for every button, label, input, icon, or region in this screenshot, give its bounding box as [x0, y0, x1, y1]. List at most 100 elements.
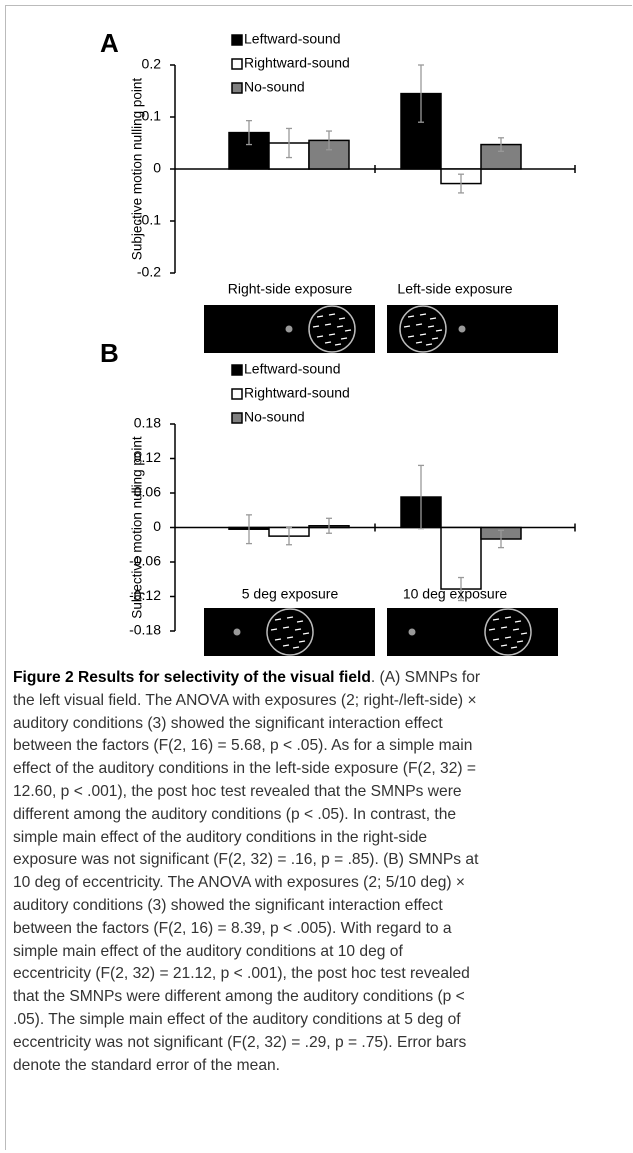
- error-bar: [458, 173, 464, 194]
- motion-arrow: [492, 618, 500, 621]
- legend-label: Leftward-sound: [244, 31, 341, 47]
- motion-arrow: [425, 343, 433, 346]
- caption-line: different among the auditory conditions …: [13, 805, 457, 823]
- caption-line: Figure 2 Results for selectivity of the …: [13, 667, 480, 690]
- motion-arrow: [316, 335, 324, 338]
- fixation-dot: [408, 628, 416, 636]
- motion-arrow: [520, 632, 528, 635]
- y-axis-label: Subjective motion nulling point: [130, 78, 145, 261]
- stimulus-panel: [387, 305, 558, 353]
- legend-swatch: [231, 58, 243, 70]
- legend-swatch: [231, 364, 243, 376]
- motion-arrow: [274, 638, 282, 641]
- x-category-label: Right-side exposure: [228, 281, 353, 297]
- caption-line: simple main effect of the auditory condi…: [13, 942, 403, 960]
- y-tick-label: -0.12: [129, 587, 161, 603]
- caption-line: effect of the auditory conditions in the…: [13, 760, 477, 778]
- y-tick-label: 0.2: [142, 56, 162, 72]
- legend-label: No-sound: [244, 409, 305, 425]
- motion-arrow: [286, 636, 294, 639]
- x-category-label: 5 deg exposure: [242, 586, 339, 602]
- motion-arrow: [504, 616, 512, 619]
- caption-line: eccentricity (F(2, 32) = 21.12, p < .001…: [13, 965, 470, 983]
- caption-text: . (A) SMNPs for: [370, 669, 481, 686]
- motion-arrow: [298, 640, 306, 643]
- legend-swatch: [231, 82, 243, 94]
- motion-arrow: [431, 337, 439, 340]
- motion-arrow: [403, 325, 411, 328]
- y-tick-label: 0.12: [134, 449, 161, 465]
- legend-swatch: [231, 34, 243, 46]
- legend-label: Rightward-sound: [244, 55, 350, 71]
- legend-swatch: [231, 412, 243, 424]
- motion-arrow: [296, 620, 304, 623]
- motion-arrow: [435, 329, 443, 332]
- motion-arrow: [500, 626, 508, 629]
- motion-arrow: [336, 325, 344, 328]
- stimulus-panel: [204, 608, 375, 656]
- motion-arrow: [415, 341, 423, 344]
- caption-line: .05). The simple main effect of the audi…: [13, 1010, 461, 1028]
- motion-arrow: [274, 618, 282, 621]
- motion-arrow: [510, 646, 518, 649]
- error-bar: [418, 64, 424, 123]
- y-tick-label: 0.18: [134, 415, 161, 431]
- motion-arrow: [514, 620, 522, 623]
- y-tick-label: -0.1: [137, 212, 161, 228]
- motion-arrow: [407, 335, 415, 338]
- panel-label: B: [100, 338, 119, 368]
- caption-title: Figure 2 Results for selectivity of the …: [13, 669, 371, 686]
- x-category-label: Left-side exposure: [397, 281, 512, 297]
- motion-arrow: [419, 333, 427, 336]
- motion-arrow: [488, 628, 496, 631]
- error-bar: [498, 137, 504, 152]
- caption-line: exposure was not significant (F(2, 32) =…: [13, 851, 479, 869]
- caption-line: denote the standard error of the mean.: [13, 1056, 280, 1074]
- error-bar: [286, 127, 292, 159]
- y-tick-label: -0.18: [129, 622, 161, 638]
- legend-swatch: [231, 388, 243, 400]
- motion-arrow: [334, 343, 342, 346]
- motion-arrow: [407, 315, 415, 318]
- motion-arrow: [282, 644, 290, 647]
- motion-arrow: [282, 626, 290, 629]
- caption-line: auditory conditions (3) showed the signi…: [13, 714, 443, 732]
- motion-arrow: [340, 337, 348, 340]
- caption-line: simple main effect of the auditory condi…: [13, 828, 428, 846]
- caption-line: between the factors (F(2, 16) = 5.68, p …: [13, 737, 473, 755]
- y-axis-label: Subjective motion nulling point: [130, 436, 145, 619]
- caption: Figure 2 Results for selectivity of the …: [13, 667, 480, 1077]
- motion-arrow: [324, 341, 332, 344]
- legend-label: Leftward-sound: [244, 361, 341, 377]
- motion-arrow: [512, 628, 520, 631]
- motion-arrow: [344, 329, 352, 332]
- error-bar: [458, 576, 464, 602]
- motion-arrow: [415, 323, 423, 326]
- y-tick-label: -0.2: [137, 264, 161, 280]
- motion-arrow: [427, 325, 435, 328]
- motion-arrow: [312, 325, 320, 328]
- motion-arrow: [429, 317, 437, 320]
- error-bar: [246, 514, 252, 545]
- motion-arrow: [516, 640, 524, 643]
- fixation-dot: [285, 325, 293, 333]
- stimulus-aperture: [399, 305, 447, 353]
- motion-arrow: [338, 317, 346, 320]
- stimulus-aperture: [484, 608, 532, 656]
- error-bar: [418, 464, 424, 530]
- motion-arrow: [292, 646, 300, 649]
- motion-arrow: [328, 313, 336, 316]
- fixation-dot: [458, 325, 466, 333]
- motion-arrow: [419, 313, 427, 316]
- motion-arrow: [492, 638, 500, 641]
- caption-line: 10 deg of eccentricity. The ANOVA with e…: [13, 874, 466, 892]
- motion-arrow: [324, 323, 332, 326]
- motion-arrow: [294, 628, 302, 631]
- caption-line: the left visual field. The ANOVA with ex…: [13, 691, 477, 709]
- motion-arrow: [270, 628, 278, 631]
- caption-line: auditory conditions (3) showed the signi…: [13, 896, 443, 914]
- error-bar: [326, 130, 332, 151]
- legend-label: Rightward-sound: [244, 385, 350, 401]
- panel-label: A: [100, 28, 119, 58]
